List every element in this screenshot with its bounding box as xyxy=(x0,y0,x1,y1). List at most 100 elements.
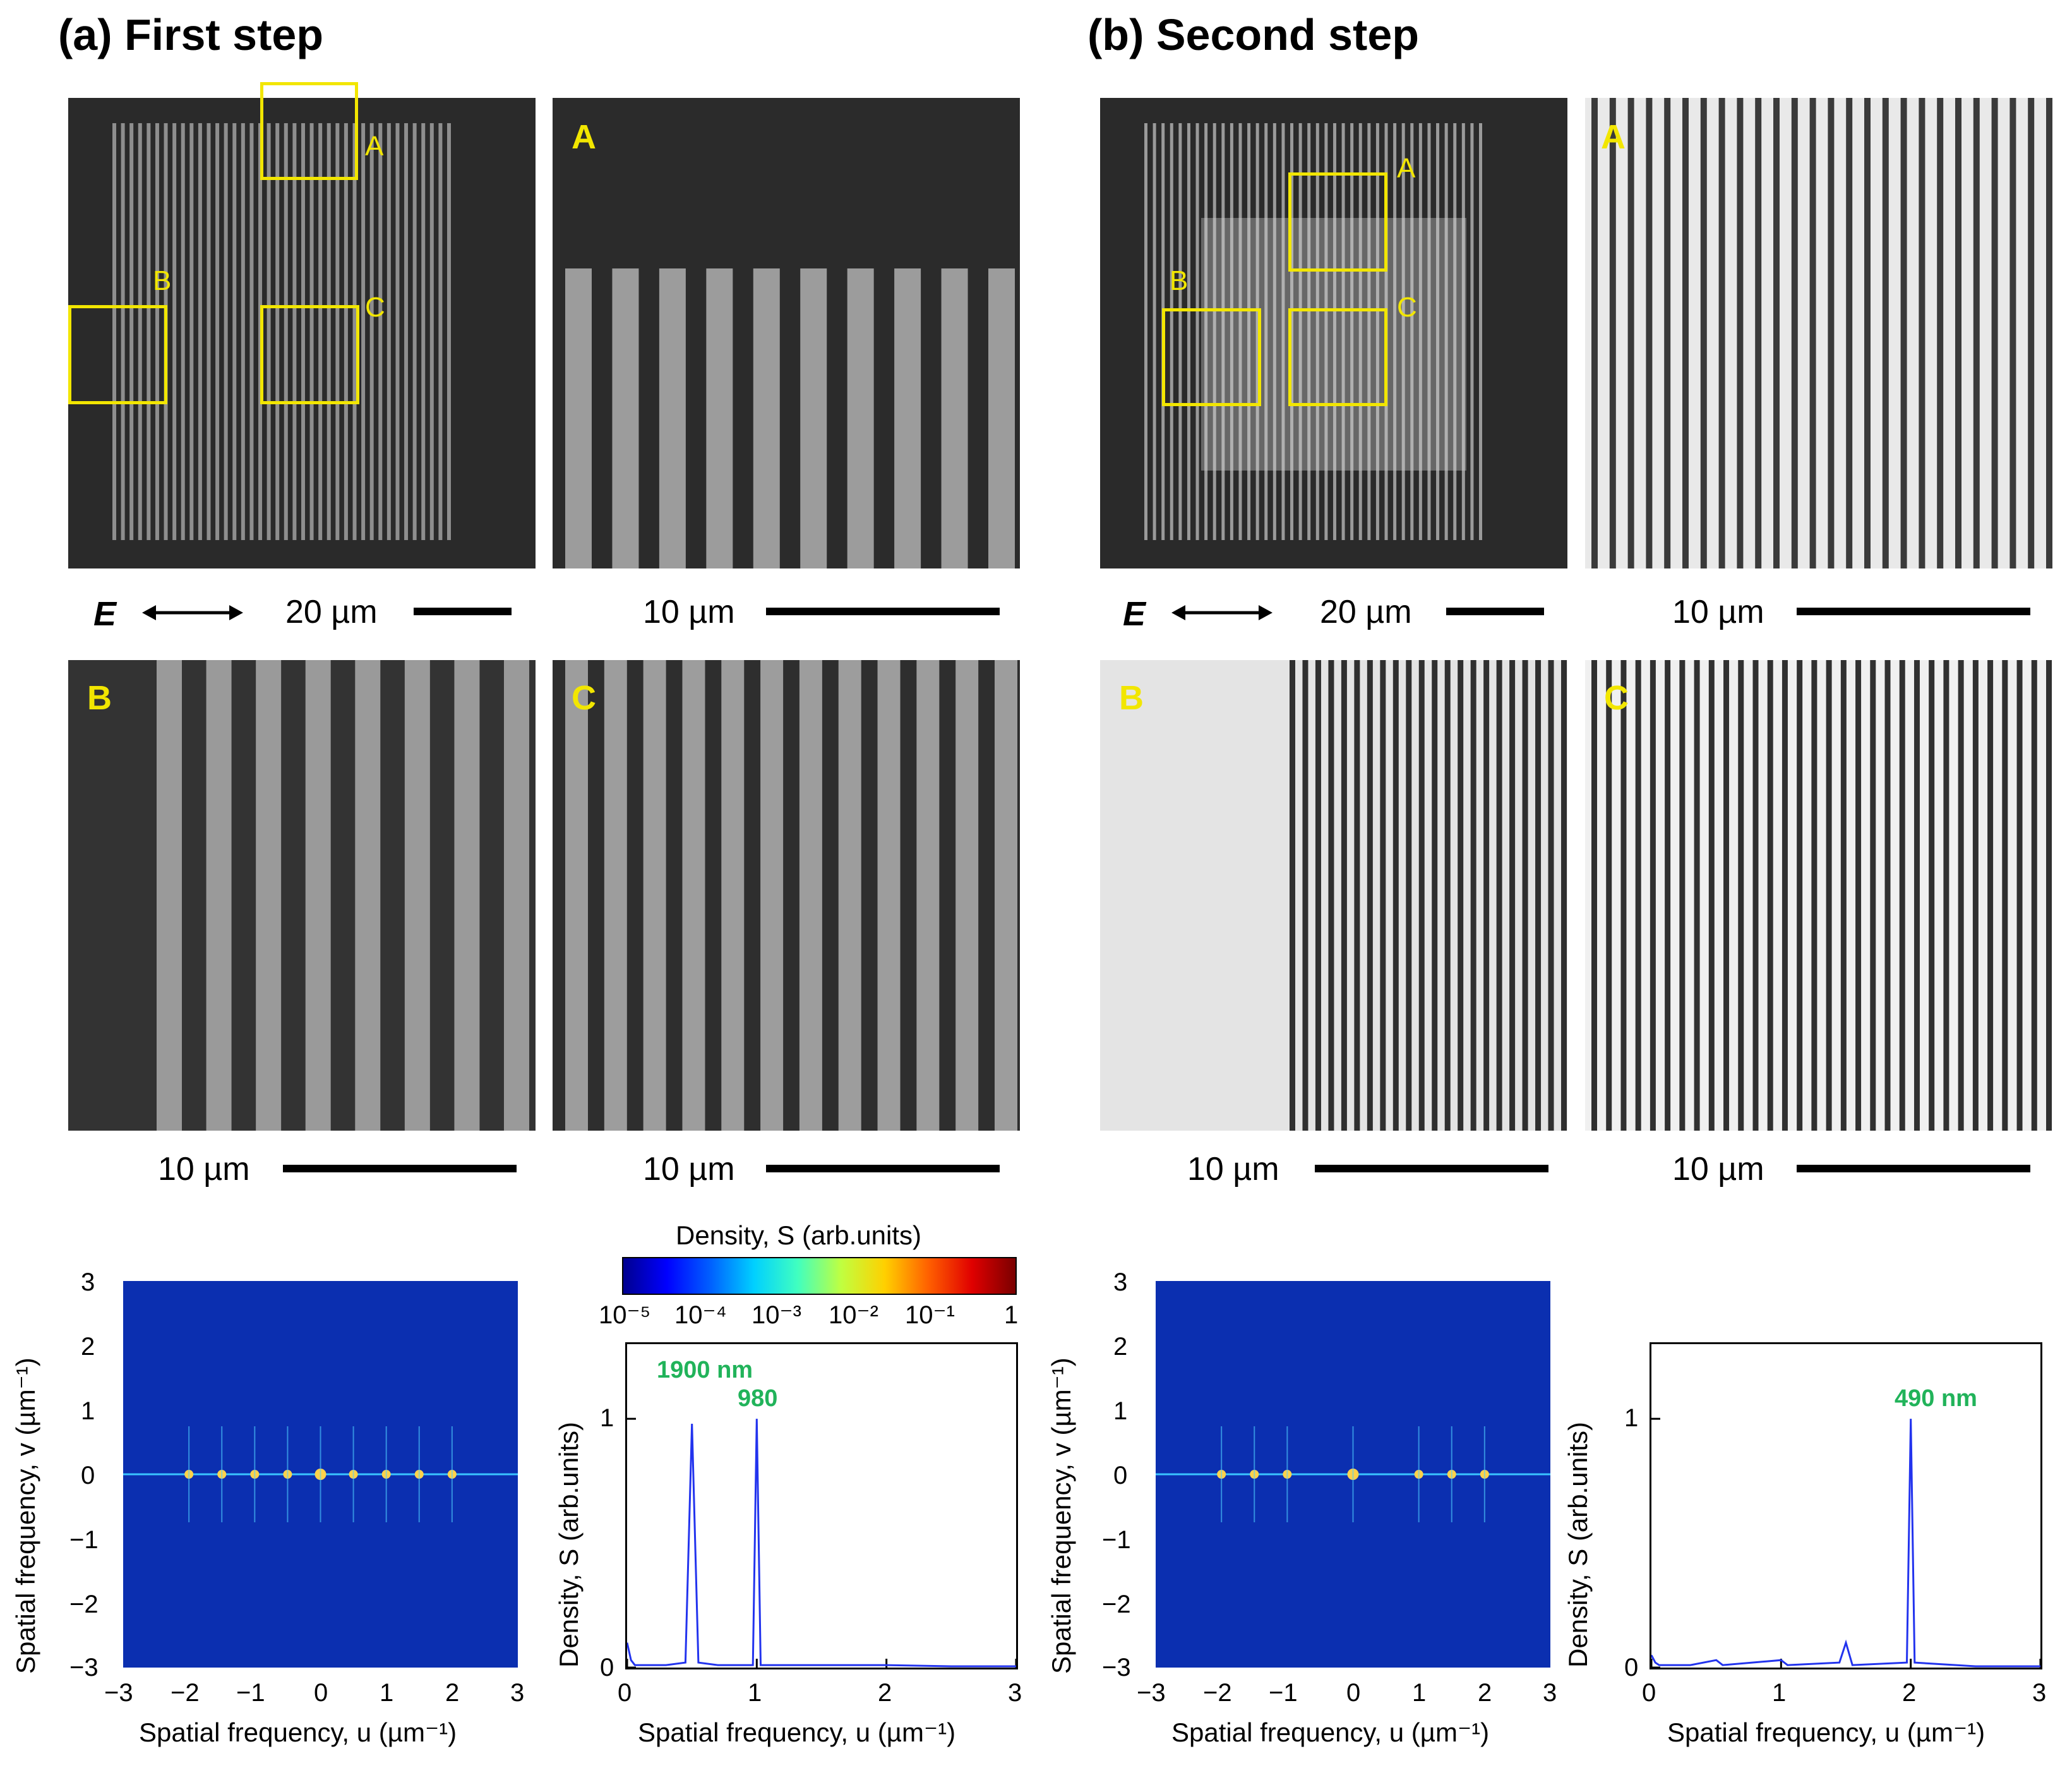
sem-overview-second xyxy=(1100,98,1567,568)
grating-line xyxy=(1855,660,1862,1131)
grating-line xyxy=(301,123,305,540)
grating-line xyxy=(1811,660,1817,1131)
grating-line xyxy=(1298,123,1302,540)
grating-line xyxy=(1341,123,1345,540)
grating-line xyxy=(1204,123,1208,540)
fft-map-first xyxy=(123,1281,518,1668)
spectrum-plot-first xyxy=(625,1342,1018,1669)
grating-line xyxy=(2046,98,2052,568)
grating-line xyxy=(318,123,323,540)
grating-line xyxy=(1752,660,1759,1131)
grating-line xyxy=(1436,123,1440,540)
fft-ytick: −2 xyxy=(1102,1591,1131,1618)
double-arrow-icon xyxy=(1171,600,1273,625)
spectrum-ylabel-first: Density, S (arb.units) xyxy=(554,1421,584,1668)
grating-line xyxy=(1767,660,1773,1131)
grating-line xyxy=(1828,98,1835,568)
grating-line xyxy=(1738,660,1744,1131)
grating-line xyxy=(612,268,639,568)
fft-xlabel-first: Spatial frequency, u (µm⁻¹) xyxy=(139,1717,457,1747)
grating-line xyxy=(1723,660,1730,1131)
grating-line xyxy=(799,660,822,1131)
colorbar-tick: 10⁻² xyxy=(829,1301,878,1329)
grating-line xyxy=(1281,123,1285,540)
grating-line xyxy=(189,123,194,540)
grating-line xyxy=(1958,660,1964,1131)
grating-line xyxy=(1153,123,1156,540)
grating-line xyxy=(1380,660,1386,1131)
grating-line xyxy=(361,123,366,540)
grating-line xyxy=(129,123,134,540)
grating-line xyxy=(877,660,901,1131)
fft-xtick: 0 xyxy=(1346,1679,1361,1707)
grating-line xyxy=(1458,660,1464,1131)
grating-line xyxy=(1427,123,1431,540)
scale-label-overview-first: 20 µm xyxy=(285,594,378,630)
fft-ylabel-first: Spatial frequency, v (µm⁻¹) xyxy=(11,1357,40,1674)
roi-label-b: B xyxy=(153,265,172,296)
grating-line xyxy=(1548,660,1554,1131)
grating-line xyxy=(1375,123,1379,540)
grating-line xyxy=(995,660,1017,1131)
grating-line xyxy=(155,123,159,540)
scale-bar-overview-second xyxy=(1446,608,1544,615)
grating-line xyxy=(2016,660,2023,1131)
grating-line xyxy=(988,268,1015,568)
spectrum-plot-second xyxy=(1650,1342,2042,1669)
grating-line xyxy=(1884,660,1891,1131)
grating-line xyxy=(1418,123,1422,540)
spectrum-xtick: 1 xyxy=(748,1679,762,1707)
grating-line xyxy=(1290,123,1294,540)
grating-line xyxy=(309,123,314,540)
fft-ytick: −3 xyxy=(1102,1654,1131,1681)
grating-line xyxy=(292,123,297,540)
sem-overview-first xyxy=(68,98,536,568)
grating-line xyxy=(916,660,940,1131)
grating-line xyxy=(352,123,357,540)
grating-line xyxy=(1899,660,1905,1131)
grating-line xyxy=(941,268,968,568)
grating-line xyxy=(1718,98,1725,568)
grating-line xyxy=(2002,660,2008,1131)
colorbar xyxy=(622,1257,1017,1295)
grating-line xyxy=(157,660,182,1131)
grating-line xyxy=(1864,98,1871,568)
grating-line xyxy=(1350,123,1354,540)
grating-line xyxy=(1144,123,1147,540)
grating-line xyxy=(369,123,374,540)
grating-line xyxy=(1453,123,1457,540)
grating-line xyxy=(335,123,340,540)
fft-xtick: 3 xyxy=(1543,1679,1557,1707)
grating-line xyxy=(207,123,211,540)
grating-line xyxy=(386,123,391,540)
panel-letter-a-first: A xyxy=(572,118,596,156)
grating-line xyxy=(378,123,383,540)
grating-line xyxy=(504,660,529,1131)
fft-ytick: 0 xyxy=(81,1462,95,1489)
roi-label-a: A xyxy=(365,131,384,162)
panel-letter-b-second: B xyxy=(1119,679,1144,717)
grating-line xyxy=(1324,123,1328,540)
grating-line xyxy=(1401,123,1405,540)
grating-line xyxy=(1846,98,1853,568)
grating-line xyxy=(1535,660,1542,1131)
fft-xtick: −1 xyxy=(236,1679,265,1707)
grating-line xyxy=(955,660,979,1131)
scale-label-zoom-b-first: 10 µm xyxy=(158,1151,250,1188)
grating-line xyxy=(266,123,271,540)
grating-line xyxy=(1609,98,1616,568)
grating-line xyxy=(1410,123,1414,540)
peak-label-980: 980 xyxy=(738,1385,778,1412)
grating-line xyxy=(1943,660,1949,1131)
fft-xlabel-second: Spatial frequency, u (µm⁻¹) xyxy=(1171,1717,1490,1747)
grating-line xyxy=(438,123,443,540)
roi-label-c-second: C xyxy=(1397,292,1417,323)
panel-letter-b-first: B xyxy=(87,679,112,717)
grating-line xyxy=(1591,660,1597,1131)
grating-line xyxy=(604,660,627,1131)
grating-line xyxy=(1406,660,1412,1131)
grating-line xyxy=(1700,98,1707,568)
scale-bar-zoom-b-first xyxy=(283,1165,517,1172)
spectrum-xtick: 3 xyxy=(2032,1679,2047,1707)
grating-line xyxy=(753,268,780,568)
